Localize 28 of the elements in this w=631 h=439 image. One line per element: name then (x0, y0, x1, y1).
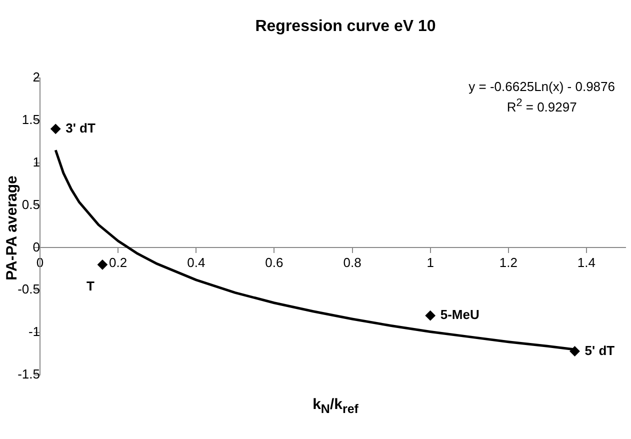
y-tick-label: -1 (28, 324, 40, 340)
x-tick-label: 0.6 (265, 255, 284, 270)
y-tick-label: 0.5 (22, 196, 40, 212)
x-tick-label: 1.4 (577, 255, 596, 270)
x-axis-title: k$_{N}$/k$_{ref}$ (312, 396, 360, 416)
x-tick-label: 0.4 (187, 255, 206, 270)
point (570, 346, 580, 356)
annotation: T (86, 278, 94, 294)
y-tick-label: -0.5 (18, 282, 40, 297)
annotation: 5' dT (584, 342, 615, 358)
chart-title: Regression curve eV 10 (254, 18, 437, 36)
y-tick-label: 1.5 (22, 112, 40, 128)
y-tick-label: 2 (32, 70, 40, 85)
annotation: R$^{2}$ = 0.9297 (506, 96, 578, 116)
y-tick-label: -1.5 (18, 366, 40, 382)
x-tick-label: 0.8 (343, 255, 362, 270)
y-tick-label: 1 (32, 154, 40, 170)
point (425, 310, 436, 321)
annotation: 3' dT (66, 120, 96, 136)
annotation: y = -0.6625Ln(x) - 0.9876 (468, 78, 615, 95)
x-tick-label: 1 (426, 255, 434, 270)
y-axis-title: PA-PA average (4, 176, 20, 280)
x-tick-label: 0.2 (109, 255, 128, 270)
point (97, 260, 108, 270)
point (50, 124, 61, 134)
annotation: 5-MeU (440, 307, 480, 322)
y-tick-label: 0 (32, 239, 40, 254)
x-tick-label: 1.2 (499, 255, 518, 270)
